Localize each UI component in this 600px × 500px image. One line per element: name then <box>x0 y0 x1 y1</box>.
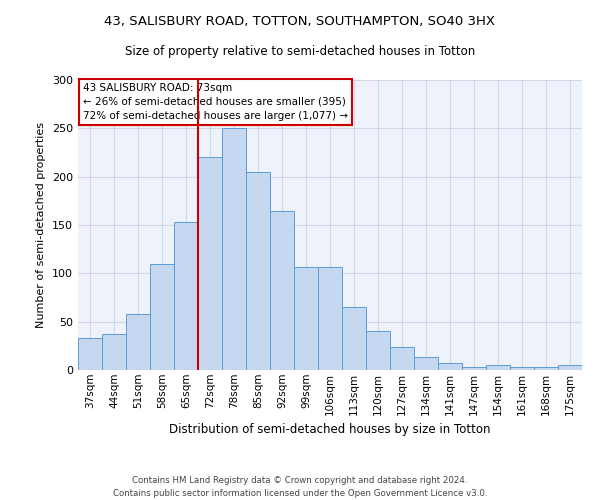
Bar <box>534 367 558 370</box>
Bar <box>270 210 294 370</box>
Bar <box>486 365 510 370</box>
Text: Contains HM Land Registry data © Crown copyright and database right 2024.
Contai: Contains HM Land Registry data © Crown c… <box>113 476 487 498</box>
Bar <box>462 367 486 370</box>
Bar <box>342 307 366 370</box>
Bar <box>246 172 270 370</box>
Bar <box>558 365 582 370</box>
Text: 43 SALISBURY ROAD: 73sqm
← 26% of semi-detached houses are smaller (395)
72% of : 43 SALISBURY ROAD: 73sqm ← 26% of semi-d… <box>83 83 348 121</box>
Bar <box>174 222 198 370</box>
Bar <box>294 266 318 370</box>
Text: Size of property relative to semi-detached houses in Totton: Size of property relative to semi-detach… <box>125 45 475 58</box>
Bar <box>390 347 414 370</box>
Bar <box>510 367 534 370</box>
Y-axis label: Number of semi-detached properties: Number of semi-detached properties <box>37 122 46 328</box>
Bar <box>366 332 390 370</box>
Bar <box>438 363 462 370</box>
Bar <box>318 266 342 370</box>
Bar <box>222 128 246 370</box>
Bar <box>150 264 174 370</box>
Bar <box>126 314 150 370</box>
Bar <box>102 334 126 370</box>
Bar <box>414 358 438 370</box>
Text: 43, SALISBURY ROAD, TOTTON, SOUTHAMPTON, SO40 3HX: 43, SALISBURY ROAD, TOTTON, SOUTHAMPTON,… <box>104 15 496 28</box>
X-axis label: Distribution of semi-detached houses by size in Totton: Distribution of semi-detached houses by … <box>169 423 491 436</box>
Bar <box>198 158 222 370</box>
Bar <box>78 338 102 370</box>
